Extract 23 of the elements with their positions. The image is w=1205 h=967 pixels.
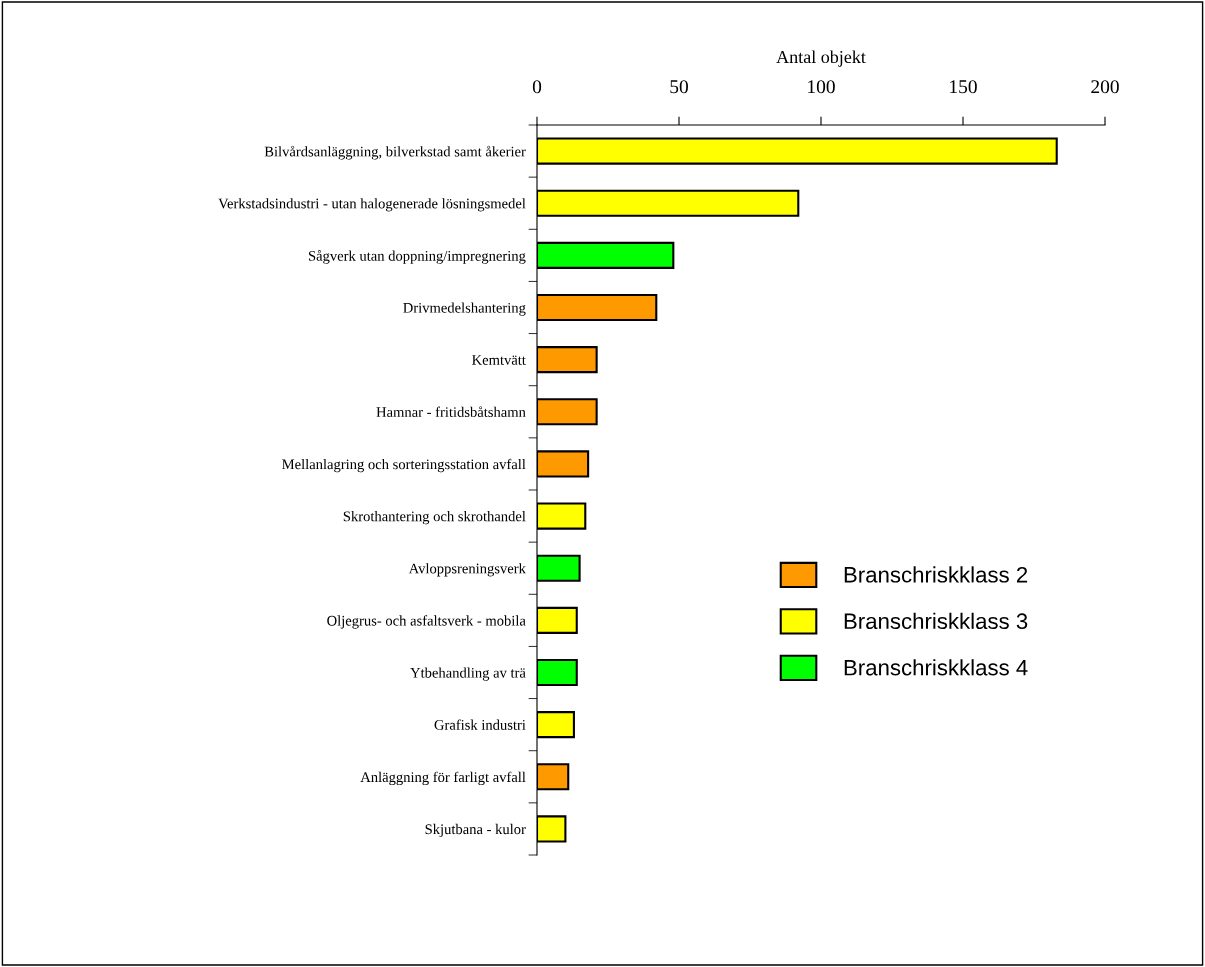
x-tick-label: 200 bbox=[1091, 80, 1119, 94]
y-tick-label: Mellanlagring och sorteringsstation avfall bbox=[282, 458, 526, 473]
y-tick-label: Drivmedelshantering bbox=[403, 302, 526, 316]
x-tick-label: 50 bbox=[670, 80, 688, 94]
y-tick-label: Verkstadsindustri - utan halogenerade lösningsmedel bbox=[218, 198, 526, 212]
y-tick-label: Grafisk industri bbox=[434, 719, 526, 730]
x-axis-title: Antal objekt bbox=[776, 50, 866, 67]
legend-label: Branschriskklass 3 bbox=[844, 612, 1028, 630]
y-tick-label: Oljegrus- och asfaltsverk - mobila bbox=[327, 615, 526, 629]
y-tick-label: Hamnar - fritidsbåtshamn bbox=[376, 406, 526, 417]
x-tick-label: 150 bbox=[950, 80, 977, 94]
y-tick-label: Skrothantering och skrothandel bbox=[343, 511, 526, 525]
y-tick-label: Avloppsreningsverk bbox=[408, 563, 526, 577]
y-tick-label: Anläggning för farligt avfall bbox=[360, 771, 526, 786]
legend-label: Branschriskklass 2 bbox=[844, 566, 1028, 583]
y-tick-label: Kemtvätt bbox=[472, 355, 526, 365]
y-tick-label: Bilvårdsanläggning, bilverkstad samt åkerier bbox=[264, 145, 526, 160]
x-tick-label: 0 bbox=[532, 80, 542, 94]
x-tick-label: 100 bbox=[808, 80, 835, 94]
y-tick-label: Skjutbana - kulor bbox=[425, 823, 526, 838]
y-tick-label: Sågverk utan doppning/impregnering bbox=[308, 250, 526, 264]
y-tick-label: Ytbehandling av trä bbox=[410, 667, 526, 681]
legend-label: Branschriskklass 4 bbox=[844, 659, 1028, 676]
